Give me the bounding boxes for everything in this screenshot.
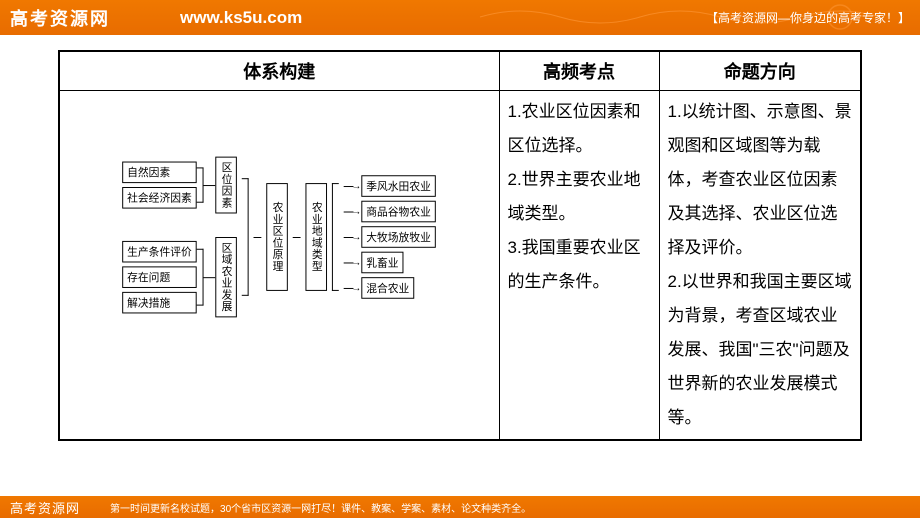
footer-logo: 高考资源网 xyxy=(10,498,80,517)
header-col1: 体系构建 xyxy=(59,51,499,91)
site-slogan: 【高考资源网—你身边的高考专家！】 xyxy=(706,9,910,26)
node-natural: 自然因素 xyxy=(122,162,196,184)
cell-diagram: 自然因素 社会经济因素 区位因素 生产条件评价 存在问题 解决措施 区域农 xyxy=(59,91,499,441)
table-header-row: 体系构建 高频考点 命题方向 xyxy=(59,51,861,91)
footer-banner: 高考资源网 第一时间更新名校试题，30个省市区资源一网打尽！课件、教案、学案、素… xyxy=(0,496,920,518)
node-eval: 生产条件评价 xyxy=(122,241,196,263)
node-social: 社会经济因素 xyxy=(122,187,196,209)
content-area: 体系构建 高频考点 命题方向 自然因素 社会经济因素 区位因素 生产条件评价 xyxy=(0,35,920,446)
system-diagram: 自然因素 社会经济因素 区位因素 生产条件评价 存在问题 解决措施 区域农 xyxy=(68,95,491,379)
header-banner: 高考资源网 www.ks5u.com 【高考资源网—你身边的高考专家！】 xyxy=(0,0,920,35)
table-body-row: 自然因素 社会经济因素 区位因素 生产条件评价 存在问题 解决措施 区域农 xyxy=(59,91,861,441)
header-col2: 高频考点 xyxy=(499,51,659,91)
keypoints-text: 1.农业区位因素和区位选择。 2.世界主要农业地域类型。 3.我国重要农业区的生… xyxy=(508,102,641,291)
node-grain: 商品谷物农业 xyxy=(362,201,436,223)
node-mixed: 混合农业 xyxy=(362,277,415,299)
node-dairy: 乳畜业 xyxy=(362,252,404,274)
site-logo: 高考资源网 xyxy=(10,5,110,31)
node-regional-dev: 区域农业发展 xyxy=(216,237,238,317)
header-col3: 命题方向 xyxy=(659,51,861,91)
footer-text: 第一时间更新名校试题，30个省市区资源一网打尽！课件、教案、学案、素材、论文种类… xyxy=(110,500,531,515)
node-region-type: 农业地域类型 xyxy=(306,183,328,291)
site-url: www.ks5u.com xyxy=(180,8,302,28)
cell-keypoints: 1.农业区位因素和区位选择。 2.世界主要农业地域类型。 3.我国重要农业区的生… xyxy=(499,91,659,441)
direction-text: 1.以统计图、示意图、景观图和区域图等为载体，考查农业区位因素及其选择、农业区位… xyxy=(668,102,852,427)
node-ranch: 大牧场放牧业 xyxy=(362,226,436,248)
node-principle: 农业区位原理 xyxy=(267,183,289,291)
node-location-factor: 区位因素 xyxy=(216,157,238,214)
node-solution: 解决措施 xyxy=(122,292,196,314)
node-monsoon: 季风水田农业 xyxy=(362,175,436,197)
main-table: 体系构建 高频考点 命题方向 自然因素 社会经济因素 区位因素 生产条件评价 xyxy=(58,50,862,441)
cell-direction: 1.以统计图、示意图、景观图和区域图等为载体，考查农业区位因素及其选择、农业区位… xyxy=(659,91,861,441)
node-problem: 存在问题 xyxy=(122,266,196,288)
